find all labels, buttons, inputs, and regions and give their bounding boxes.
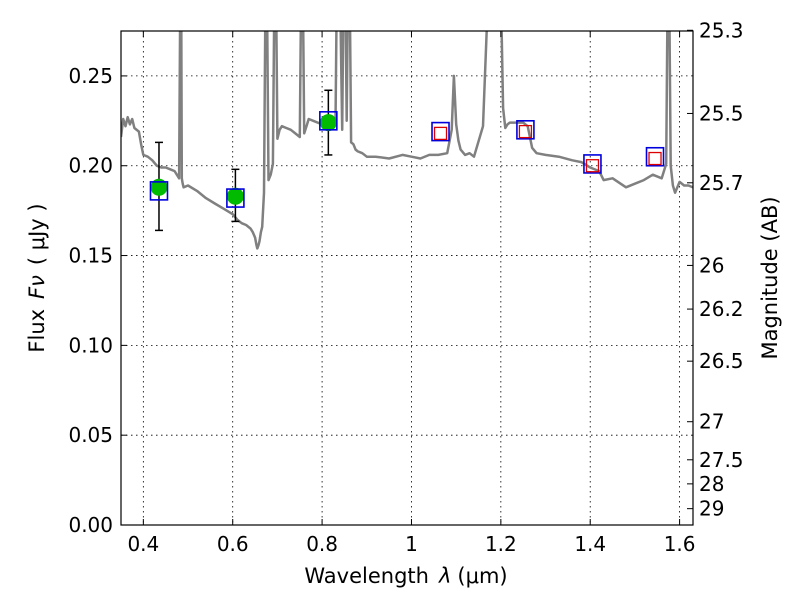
model-point xyxy=(319,111,338,131)
x-tick-label: 0.6 xyxy=(217,532,249,556)
y-tick-label: 0.10 xyxy=(68,333,113,357)
observed-point xyxy=(226,187,244,205)
y2-tick-label: 27 xyxy=(699,410,724,434)
y-tick-label: 0.20 xyxy=(68,154,113,178)
predicted-point xyxy=(585,159,600,173)
points-layer xyxy=(149,89,665,232)
svg-text:Magnitude (AB): Magnitude (AB) xyxy=(758,196,782,359)
y2-tick-label: 28 xyxy=(699,472,724,496)
model-point xyxy=(516,120,535,140)
y2-tick-label: 25.5 xyxy=(699,101,744,125)
y-axis-label: FluxFν( μJy ) xyxy=(25,203,49,352)
y2-tick-label: 25.3 xyxy=(699,18,744,42)
y2-axis-label: Magnitude (AB) xyxy=(758,196,782,359)
model-point xyxy=(149,181,169,201)
x-tick-label: 0.8 xyxy=(306,532,338,556)
x-tick-label: 1.2 xyxy=(485,532,517,556)
y2-tick-label: 26.2 xyxy=(699,297,744,321)
ticks: 0.4 0.6 0.8 1 1.2 1.4 1.6 0.00 0.05 0.10 0.15 0.20 0… xyxy=(68,18,743,556)
y2-tick-label: 27.5 xyxy=(699,448,744,472)
spectrum-line xyxy=(121,31,693,250)
x-tick-label: 0.4 xyxy=(127,532,159,556)
x-tick-label: 1.6 xyxy=(664,532,696,556)
y-tick-label: 0.00 xyxy=(68,513,113,537)
model-point xyxy=(226,188,245,208)
y2-tick-label: 25.7 xyxy=(699,171,744,195)
predicted-point xyxy=(518,124,533,139)
model-point xyxy=(583,154,602,174)
predicted-point xyxy=(433,126,448,141)
y-tick-label: 0.25 xyxy=(68,64,113,88)
predicted-point xyxy=(648,151,662,166)
y-tick-label: 0.05 xyxy=(68,423,113,447)
grid xyxy=(121,31,693,525)
y2-tick-label: 29 xyxy=(699,497,724,521)
model-point xyxy=(645,146,665,167)
x-tick-label: 1 xyxy=(405,532,418,556)
x-tick-label: 1.4 xyxy=(574,532,606,556)
observed-point xyxy=(319,114,337,132)
spectrum-layer xyxy=(121,31,693,250)
svg-text:FluxFν( μJy ): FluxFν( μJy ) xyxy=(25,203,49,352)
plot-frame xyxy=(120,30,694,526)
model-point xyxy=(431,121,450,142)
x-axis-label: Wavelength λ (μm) xyxy=(304,564,507,588)
y2-tick-label: 26.5 xyxy=(699,349,744,373)
y2-tick-label: 26 xyxy=(699,253,724,277)
y-tick-label: 0.15 xyxy=(68,244,113,268)
